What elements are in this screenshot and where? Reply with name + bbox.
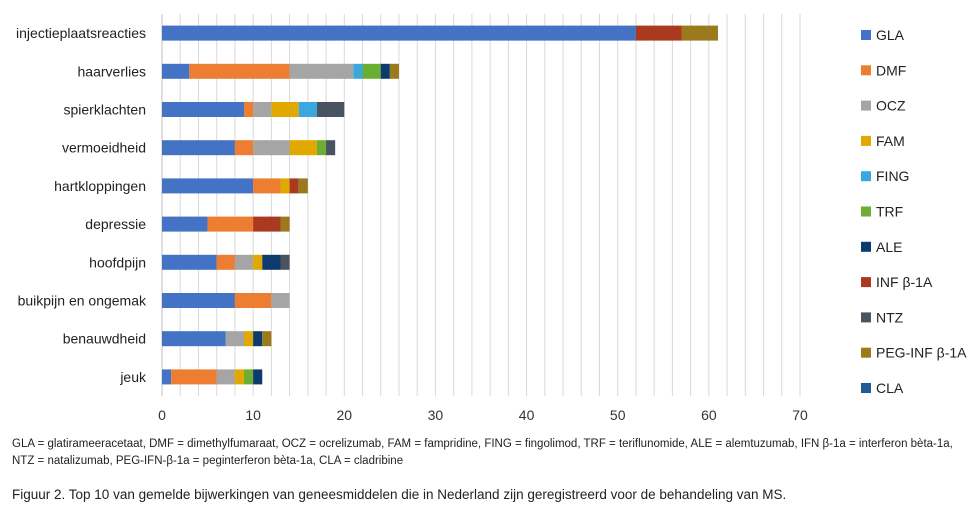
category-label: jeuk <box>119 369 147 385</box>
x-tick-label: 30 <box>428 407 444 423</box>
legend-label: ALE <box>876 239 902 255</box>
bar-segment <box>271 293 290 308</box>
bar-segment <box>681 25 718 41</box>
legend-label: CLA <box>876 380 904 396</box>
bar-segment <box>162 102 245 117</box>
bar-segment <box>262 331 272 347</box>
x-tick-labels: 0 10 20 30 40 50 60 70 <box>158 407 808 423</box>
x-tick-label: 40 <box>519 407 535 423</box>
bar-segment <box>234 369 245 385</box>
legend-label: NTZ <box>876 309 904 325</box>
legend-label: FING <box>876 168 909 184</box>
x-tick-label: 70 <box>792 407 808 423</box>
legend-swatch <box>861 277 871 288</box>
bar-segment <box>253 216 281 232</box>
abbreviation-footnote: GLA = glatirameeracetaat, DMF = dimethyl… <box>12 438 953 467</box>
legend: GLA DMF OCZ FAM FING TRF ALE INF β-1A NTZ PEG-INF… <box>861 27 967 396</box>
bar-segment <box>234 140 254 156</box>
bar-segment <box>253 369 263 385</box>
bar-segment <box>380 63 390 79</box>
bar-segment <box>162 293 235 308</box>
category-label: hoofdpijn <box>89 254 146 270</box>
bar-segment <box>353 63 363 79</box>
bar-segment <box>162 369 172 385</box>
bar-segment <box>253 331 263 347</box>
bar-segment <box>244 331 254 347</box>
bar-segment <box>635 25 682 41</box>
bar-segment <box>162 178 254 194</box>
bar-segment <box>162 216 208 232</box>
stacked-bar-chart: injectieplaatsreacties haarverlies spierkl… <box>16 14 967 423</box>
legend-swatch <box>861 241 871 252</box>
legend-label: PEG-INF β-1A <box>876 345 967 361</box>
bar-segment <box>234 293 272 308</box>
bar-segment <box>189 63 290 79</box>
legend-swatch <box>861 312 871 323</box>
category-label: haarverlies <box>78 63 146 79</box>
bar-segment <box>298 178 308 194</box>
bar-segment <box>362 63 381 79</box>
bar-segment <box>253 102 272 117</box>
bar-segment <box>289 178 299 194</box>
category-label: spierklachten <box>64 102 147 118</box>
bar-segment <box>298 102 317 117</box>
category-label: benauwdheid <box>63 331 146 347</box>
x-tick-label: 10 <box>245 407 261 423</box>
bar-segment <box>171 369 217 385</box>
bar-segment <box>162 331 226 347</box>
x-tick-label: 60 <box>701 407 717 423</box>
bar-segment <box>280 254 290 270</box>
category-labels: injectieplaatsreacties haarverlies spierkl… <box>16 25 147 385</box>
legend-label: GLA <box>876 27 905 43</box>
legend-swatch <box>861 65 871 76</box>
legend-swatch <box>861 206 871 217</box>
bar-segment <box>225 331 245 347</box>
bar-segment <box>253 178 281 194</box>
bar-segment <box>234 254 254 270</box>
category-label: hartkloppingen <box>54 178 146 194</box>
bar-segment <box>326 140 336 156</box>
legend-swatch <box>861 383 871 393</box>
legend-label: OCZ <box>876 98 906 114</box>
bar-segment <box>244 369 254 385</box>
legend-label: INF β-1A <box>876 274 933 290</box>
bars <box>162 25 718 385</box>
bar-segment <box>289 63 354 79</box>
bar-segment <box>253 254 263 270</box>
figure-caption: Figuur 2. Top 10 van gemelde bijwerkinge… <box>12 487 787 502</box>
legend-swatch <box>861 171 871 182</box>
legend-label: DMF <box>876 62 906 78</box>
x-tick-label: 20 <box>336 407 352 423</box>
bar-segment <box>216 369 235 385</box>
bar-segment <box>280 216 290 232</box>
x-tick-label: 0 <box>158 407 166 423</box>
x-tick-label: 50 <box>610 407 626 423</box>
category-label: injectieplaatsreacties <box>16 25 146 41</box>
category-label: depressie <box>85 216 146 232</box>
legend-label: TRF <box>876 204 903 220</box>
bar-segment <box>207 216 254 232</box>
bar-segment <box>244 102 254 117</box>
bar-segment <box>253 140 290 156</box>
bar-segment <box>389 63 399 79</box>
bar-segment <box>271 102 299 117</box>
legend-swatch <box>861 135 871 146</box>
bar-segment <box>162 140 235 156</box>
bar-segment <box>262 254 281 270</box>
bar-segment <box>162 254 217 270</box>
bar-segment <box>280 178 290 194</box>
bar-segment <box>162 25 636 41</box>
bar-segment <box>216 254 235 270</box>
legend-swatch <box>861 347 871 358</box>
bar-segment <box>316 102 345 117</box>
legend-swatch <box>861 100 871 111</box>
legend-swatch <box>861 30 871 40</box>
bar-segment <box>316 140 327 156</box>
legend-label: FAM <box>876 133 905 149</box>
category-label: vermoeidheid <box>62 140 146 156</box>
bar-segment <box>162 63 190 79</box>
category-label: buikpijn en ongemak <box>18 293 147 309</box>
bar-segment <box>289 140 317 156</box>
